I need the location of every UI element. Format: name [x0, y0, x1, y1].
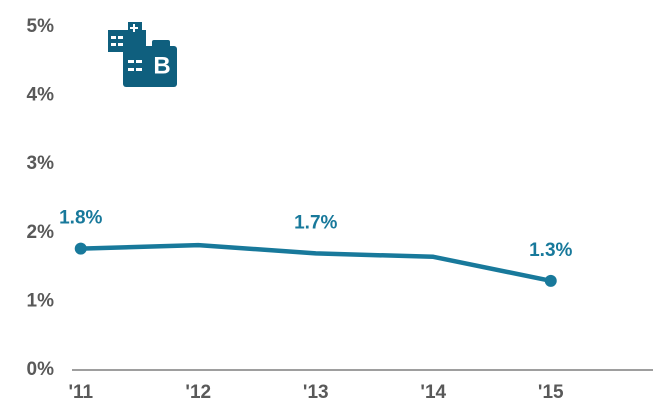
- svg-text:B: B: [153, 52, 170, 79]
- end-marker: [544, 274, 557, 287]
- x-tick-label: '15: [538, 382, 564, 403]
- y-tick-label: 3%: [27, 153, 55, 174]
- x-tick-label: '13: [303, 382, 329, 403]
- x-tick-label: '12: [185, 382, 211, 403]
- data-line: [80, 242, 552, 284]
- x-tick-label: '14: [420, 382, 446, 403]
- data-label: 1.8%: [59, 208, 102, 229]
- y-tick-label: 4%: [27, 85, 55, 106]
- hospital-icon: B: [108, 22, 177, 87]
- y-tick-label: 5%: [27, 16, 55, 37]
- y-tick-label: 2%: [27, 222, 55, 243]
- y-tick-label: 0%: [27, 359, 55, 380]
- data-label: 1.3%: [529, 240, 572, 261]
- end-marker: [74, 242, 87, 255]
- y-tick-label: 1%: [27, 290, 55, 311]
- x-tick-label: '11: [68, 382, 93, 403]
- data-label: 1.7%: [294, 212, 337, 233]
